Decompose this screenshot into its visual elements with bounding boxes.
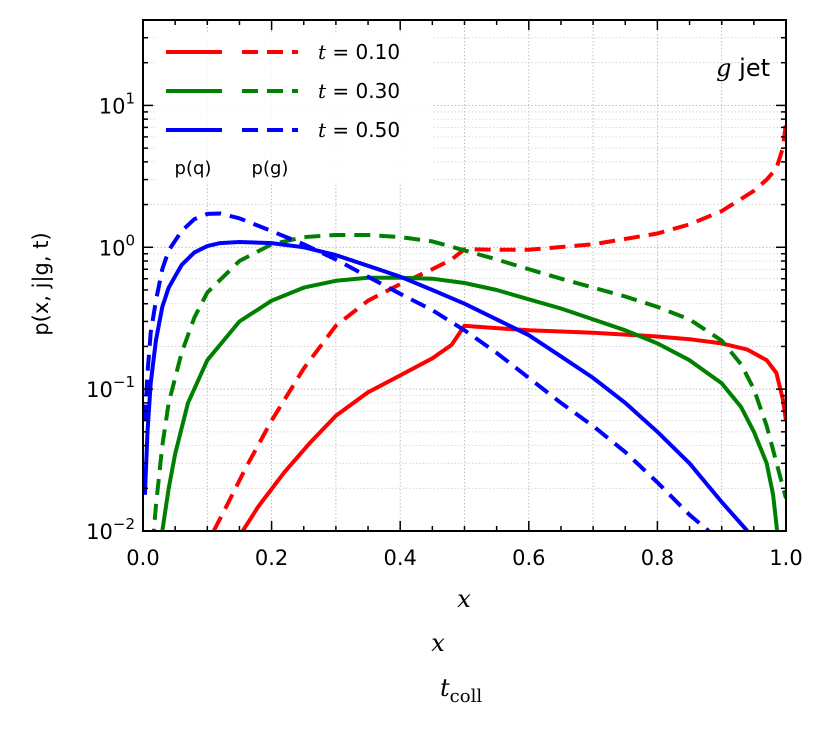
x-tick-labels: 0.0 0.2 0.4 0.6 0.8 1.0: [126, 546, 802, 570]
x-tick-label-1: 0.2: [255, 546, 288, 570]
legend-label-1: t = 0.30: [318, 79, 400, 103]
axis-ticks: [142, 19, 787, 532]
x-tick-label-3: 0.6: [512, 546, 545, 570]
extra-label-x: x: [431, 629, 445, 657]
legend-column-label-g: p(g): [252, 158, 289, 179]
legend-label-0: t = 0.10: [318, 40, 400, 64]
series-g-030-line: [151, 233, 786, 531]
series-g-010-line: [211, 122, 786, 531]
grid: [143, 19, 786, 532]
y-tick-label-3: 101: [99, 89, 135, 118]
x-tick-label-5: 1.0: [769, 546, 802, 570]
y-axis-label: p(x, j|g, t): [29, 232, 54, 335]
series-g-050-line: [143, 211, 711, 531]
plot-curves: [143, 122, 786, 531]
x-tick-label-0: 0.0: [126, 546, 159, 570]
x-tick-label-4: 0.8: [641, 546, 674, 570]
x-axis-label: x: [457, 585, 471, 613]
y-tick-label-2: 100: [99, 231, 135, 260]
extra-label-tcoll: tcoll: [440, 674, 482, 707]
legend-label-2: t = 0.50: [318, 118, 400, 142]
legend: t = 0.10 t = 0.30 t = 0.50 p(q) p(g): [156, 34, 432, 184]
series-q-050-line: [143, 240, 749, 531]
tcoll-main: t: [440, 674, 450, 702]
y-tick-labels: 10−2 10−1 100 101: [86, 89, 135, 544]
x-tick-label-2: 0.4: [383, 546, 416, 570]
legend-column-label-q: p(q): [175, 158, 212, 179]
legend-rows: t = 0.10 t = 0.30 t = 0.50: [166, 40, 400, 142]
series-q-030-line: [160, 275, 780, 531]
y-tick-label-0: 10−2: [86, 515, 135, 544]
tcoll-subscript: coll: [450, 686, 483, 707]
legend-background: [156, 34, 432, 184]
series-q-010-line: [241, 323, 786, 531]
jet-annotation: g jet: [716, 54, 770, 82]
y-tick-label-1: 10−1: [86, 373, 135, 402]
